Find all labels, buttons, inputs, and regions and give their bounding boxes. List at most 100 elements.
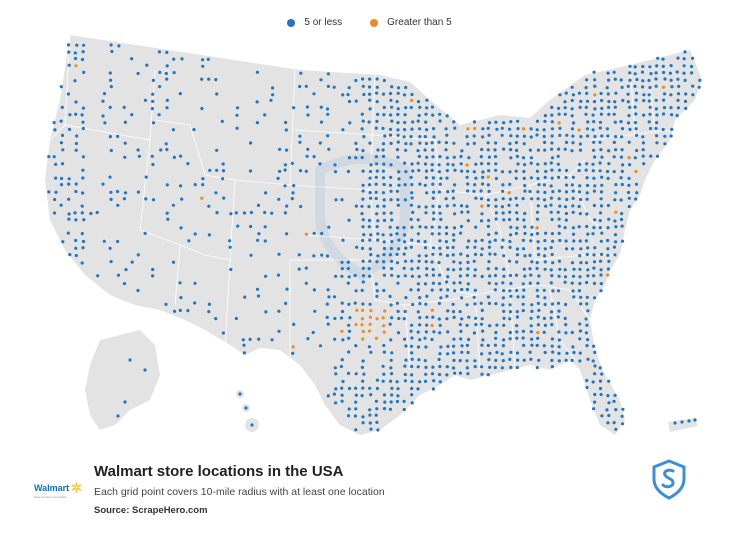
legend-item-greater-than-5: Greater than 5: [370, 17, 452, 28]
store-dot: [480, 343, 484, 347]
store-dot: [460, 344, 464, 348]
store-dot: [522, 176, 526, 180]
store-dot: [662, 106, 667, 110]
store-dot: [474, 316, 478, 320]
store-dot: [47, 190, 51, 194]
store-dot: [626, 100, 630, 104]
store-dot: [607, 149, 611, 153]
store-dot: [530, 197, 534, 201]
store-dot: [75, 134, 79, 138]
store-dot: [523, 184, 527, 188]
store-dot: [390, 218, 394, 222]
store-dot: [80, 261, 84, 265]
store-dot: [493, 155, 498, 159]
store-dot: [186, 162, 190, 166]
store-dot: [578, 359, 582, 363]
store-dot: [404, 106, 408, 110]
store-dot: [446, 352, 450, 356]
store-dot: [404, 148, 408, 152]
store-dot: [697, 85, 701, 89]
store-dot: [508, 239, 512, 244]
store-dot: [234, 316, 238, 321]
store-dot: [634, 91, 639, 95]
store-dot: [459, 204, 464, 208]
store-dot: [641, 135, 645, 139]
store-dot: [397, 170, 401, 174]
store-dot: [376, 254, 380, 258]
store-dot: [578, 337, 582, 341]
store-dot: [584, 105, 588, 109]
store-dot: [557, 189, 562, 193]
store-dot: [110, 49, 114, 54]
store-dot: [388, 253, 392, 257]
store-dot: [571, 134, 575, 138]
store-dot: [52, 211, 57, 215]
store-dot: [425, 323, 429, 327]
store-dot: [74, 100, 78, 104]
store-dot: [578, 105, 582, 109]
store-dot: [291, 345, 295, 349]
store-dot: [74, 112, 78, 116]
store-dot: [368, 169, 373, 174]
store-dot: [529, 161, 533, 165]
store-dot: [339, 316, 344, 320]
store-dot: [452, 120, 456, 124]
store-dot: [416, 149, 420, 153]
store-dot: [410, 259, 414, 263]
store-dot: [655, 121, 659, 125]
store-dot: [676, 77, 680, 81]
store-dot: [390, 386, 394, 390]
store-dot: [165, 77, 169, 81]
store-dot: [661, 127, 665, 132]
store-dot: [472, 170, 476, 174]
store-dot: [465, 303, 469, 307]
store-dot: [312, 92, 316, 96]
store-dot: [621, 163, 625, 167]
store-dot: [347, 156, 352, 160]
store-dot: [515, 288, 519, 293]
store-dot: [535, 128, 539, 132]
store-dot: [263, 225, 267, 229]
store-dot: [514, 141, 518, 145]
store-dot: [374, 282, 378, 286]
store-dot: [430, 232, 434, 236]
store-dot: [151, 92, 155, 96]
store-dot: [390, 119, 394, 123]
store-dot: [332, 85, 336, 89]
store-dot: [171, 260, 176, 264]
store-dot: [347, 302, 351, 306]
store-dot: [166, 217, 170, 221]
store-dot: [444, 127, 448, 131]
store-dot: [382, 218, 387, 222]
store-dot: [642, 113, 646, 117]
store-dot: [353, 301, 357, 305]
store-dot: [673, 421, 677, 425]
store-dot: [388, 183, 393, 187]
store-dot: [585, 344, 589, 348]
store-dot: [633, 121, 638, 125]
store-dot: [437, 163, 441, 167]
store-dot: [683, 78, 687, 82]
store-dot: [460, 169, 464, 173]
store-dot: [290, 161, 294, 165]
store-dot: [347, 323, 351, 327]
store-dot: [459, 231, 463, 235]
store-dot: [158, 70, 162, 74]
store-dot: [487, 133, 491, 137]
store-dot: [488, 351, 492, 355]
store-dot: [550, 156, 555, 160]
store-dot: [663, 142, 667, 146]
store-dot: [544, 204, 548, 208]
store-dot: [627, 204, 631, 209]
store-dot: [80, 113, 84, 117]
store-dot: [360, 246, 365, 250]
store-dot: [431, 267, 435, 272]
store-dot: [557, 345, 561, 349]
store-dot: [334, 372, 338, 376]
store-dot: [52, 121, 56, 125]
store-dot: [340, 267, 344, 271]
store-dot: [479, 189, 483, 193]
store-dot: [388, 133, 393, 137]
store-dot: [101, 182, 105, 186]
store-dot: [550, 127, 555, 131]
